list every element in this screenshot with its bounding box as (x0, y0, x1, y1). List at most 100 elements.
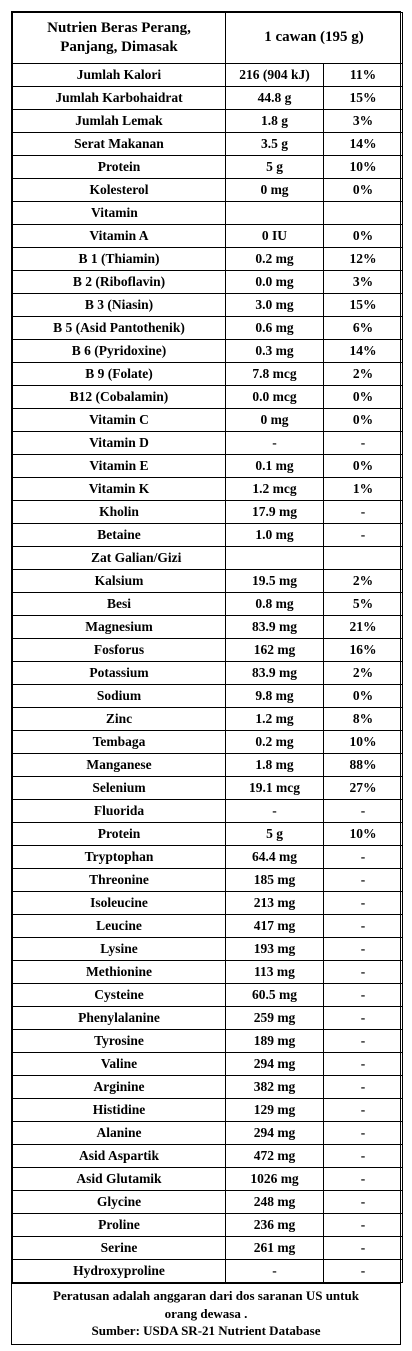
table-header-row: Nutrien Beras Perang, Panjang, Dimasak 1… (12, 12, 404, 64)
source-note: Sumber: USDA SR-21 Nutrient Database (91, 1323, 321, 1339)
table-row: Leucine 417 mg - (12, 914, 404, 938)
table-row: Arginine 382 mg - (12, 1075, 404, 1099)
nutrient-amount: 83.9 mg (225, 615, 324, 639)
nutrient-amount: 162 mg (225, 638, 324, 662)
table-row: Lysine 193 mg - (12, 937, 404, 961)
nutrient-daily-value: 21% (322, 615, 404, 639)
table-row: Serine 261 mg - (12, 1236, 404, 1260)
nutrient-name: Kholin (12, 500, 226, 524)
nutrient-daily-value: 2% (322, 362, 404, 386)
nutrient-name: Serine (12, 1236, 226, 1260)
nutrient-daily-value: 0% (322, 454, 404, 478)
nutrient-amount: 216 (904 kJ) (225, 63, 324, 87)
section-label: Zat Galian/Gizi (12, 546, 226, 570)
nutrient-amount: 83.9 mg (225, 661, 324, 685)
nutrient-daily-value: 27% (322, 776, 404, 800)
nutrient-daily-value: - (322, 523, 404, 547)
table-row: B 1 (Thiamin) 0.2 mg 12% (12, 247, 404, 271)
nutrient-daily-value: - (322, 983, 404, 1007)
table-row: Potassium 83.9 mg 2% (12, 661, 404, 685)
table-row: Manganese 1.8 mg 88% (12, 753, 404, 777)
nutrient-amount: - (225, 431, 324, 455)
nutrition-table: Nutrien Beras Perang, Panjang, Dimasak 1… (12, 12, 404, 1283)
nutrient-daily-value (322, 546, 404, 570)
table-row: Protein 5 g 10% (12, 822, 404, 846)
table-row: Kholin 17.9 mg - (12, 500, 404, 524)
table-row: Isoleucine 213 mg - (12, 891, 404, 915)
nutrient-daily-value: - (322, 1236, 404, 1260)
nutrient-name: Tryptophan (12, 845, 226, 869)
nutrient-amount: 248 mg (225, 1190, 324, 1214)
nutrient-amount: 259 mg (225, 1006, 324, 1030)
nutrient-name: Fosforus (12, 638, 226, 662)
nutrient-name: Lysine (12, 937, 226, 961)
nutrient-amount: 236 mg (225, 1213, 324, 1237)
table-row: B12 (Cobalamin) 0.0 mcg 0% (12, 385, 404, 409)
nutrient-amount: 7.8 mcg (225, 362, 324, 386)
nutrient-daily-value: 2% (322, 661, 404, 685)
table-row: Vitamin K 1.2 mcg 1% (12, 477, 404, 501)
table-row: Hydroxyproline - - (12, 1259, 404, 1283)
table-row: Tyrosine 189 mg - (12, 1029, 404, 1053)
nutrient-daily-value: 0% (322, 408, 404, 432)
nutrition-facts-sheet: Nutrien Beras Perang, Panjang, Dimasak 1… (11, 11, 404, 1345)
nutrient-daily-value: - (322, 1259, 404, 1283)
nutrient-daily-value: 10% (322, 822, 404, 846)
nutrient-amount (225, 546, 324, 570)
nutrient-amount: 189 mg (225, 1029, 324, 1053)
nutrient-amount: 3.0 mg (225, 293, 324, 317)
nutrient-name: Phenylalanine (12, 1006, 226, 1030)
nutrient-name: Vitamin D (12, 431, 226, 455)
table-row: Asid Aspartik 472 mg - (12, 1144, 404, 1168)
footnote-line-2: orang dewasa . (164, 1305, 248, 1321)
nutrient-name: Arginine (12, 1075, 226, 1099)
nutrient-name: Selenium (12, 776, 226, 800)
nutrient-daily-value: 1% (322, 477, 404, 501)
nutrient-daily-value: - (322, 431, 404, 455)
nutrient-amount: 382 mg (225, 1075, 324, 1099)
nutrient-amount: 0.2 mg (225, 247, 324, 271)
table-row: Sodium 9.8 mg 0% (12, 684, 404, 708)
table-row: B 6 (Pyridoxine) 0.3 mg 14% (12, 339, 404, 363)
nutrient-name: Zinc (12, 707, 226, 731)
nutrient-amount: 60.5 mg (225, 983, 324, 1007)
table-row: B 2 (Riboflavin) 0.0 mg 3% (12, 270, 404, 294)
nutrient-amount: 113 mg (225, 960, 324, 984)
nutrient-amount: 294 mg (225, 1121, 324, 1145)
nutrient-daily-value: 11% (322, 63, 404, 87)
section-header-row: Vitamin (12, 201, 404, 225)
nutrient-daily-value: 3% (322, 270, 404, 294)
nutrient-amount: 0 mg (225, 178, 324, 202)
nutrient-amount: 9.8 mg (225, 684, 324, 708)
table-row: B 3 (Niasin) 3.0 mg 15% (12, 293, 404, 317)
nutrient-daily-value: 10% (322, 730, 404, 754)
nutrient-daily-value: 5% (322, 592, 404, 616)
nutrient-name: Sodium (12, 684, 226, 708)
nutrient-name: Alanine (12, 1121, 226, 1145)
nutrient-name: Protein (12, 155, 226, 179)
table-row: Protein 5 g 10% (12, 155, 404, 179)
nutrient-amount: - (225, 799, 324, 823)
table-row: Alanine 294 mg - (12, 1121, 404, 1145)
nutrient-daily-value: 0% (322, 385, 404, 409)
nutrient-amount: 1.8 g (225, 109, 324, 133)
nutrient-name: Vitamin K (12, 477, 226, 501)
table-row: Phenylalanine 259 mg - (12, 1006, 404, 1030)
nutrient-amount: 44.8 g (225, 86, 324, 110)
table-row: Besi 0.8 mg 5% (12, 592, 404, 616)
nutrient-name: Threonine (12, 868, 226, 892)
nutrient-name: Jumlah Lemak (12, 109, 226, 133)
nutrient-amount: 0.3 mg (225, 339, 324, 363)
nutrient-name: Jumlah Karbohaidrat (12, 86, 226, 110)
nutrient-name: Proline (12, 1213, 226, 1237)
table-row: Histidine 129 mg - (12, 1098, 404, 1122)
nutrient-amount: 1.2 mcg (225, 477, 324, 501)
nutrient-amount: 185 mg (225, 868, 324, 892)
nutrient-daily-value: - (322, 1052, 404, 1076)
nutrient-name: B12 (Cobalamin) (12, 385, 226, 409)
nutrient-name: Leucine (12, 914, 226, 938)
table-row: Vitamin D-- (12, 431, 404, 455)
nutrient-daily-value: 14% (322, 132, 404, 156)
nutrient-daily-value: - (322, 891, 404, 915)
nutrient-name: Isoleucine (12, 891, 226, 915)
